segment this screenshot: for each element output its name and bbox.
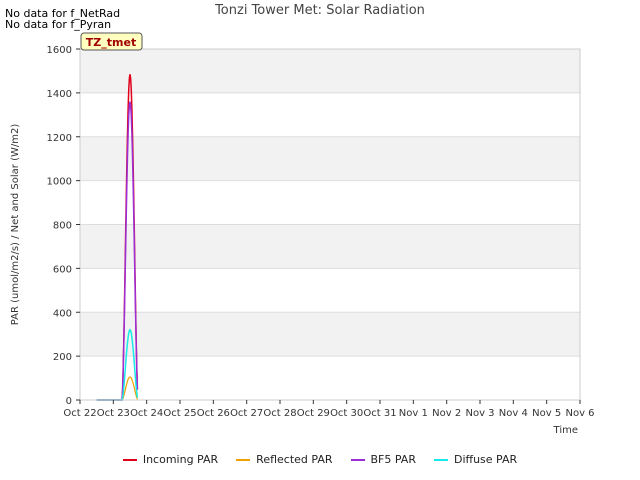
legend-swatch: [236, 458, 251, 461]
series-line-bf5-par: [96, 101, 139, 401]
legend-item-reflected-par: Reflected PAR: [236, 453, 333, 466]
x-tick-label: Oct 29: [297, 408, 330, 419]
plot-band: [80, 49, 580, 93]
plot-band: [80, 356, 580, 400]
y-axis-label: PAR (umol/m2/s) / Net and Solar (W/m2): [10, 124, 21, 326]
series-line-reflected-par: [96, 376, 138, 401]
legend-swatch: [433, 458, 448, 461]
chart-legend: Incoming PAR Reflected PAR BF5 PAR Diffuse …: [0, 453, 640, 466]
x-tick-label: Oct 26: [197, 408, 230, 419]
x-axis-ticks: Oct 22 Oct 23 Oct 24 Oct 25 Oct 26 Oct 27 Oct …: [63, 400, 595, 419]
y-tick-label: 1000: [47, 177, 72, 188]
y-tick-label: 600: [53, 264, 72, 275]
legend-label: Reflected PAR: [256, 453, 333, 466]
series-line-diffuse-par: [96, 328, 139, 401]
legend-label: BF5 PAR: [370, 453, 416, 466]
x-tick-label: Oct 24: [130, 408, 163, 419]
chart-title: Tonzi Tower Met: Solar Radiation: [215, 3, 425, 18]
plot-band: [80, 268, 580, 313]
x-tick-label: Oct 25: [163, 408, 196, 419]
legend-swatch: [350, 458, 365, 461]
y-tick-label: 800: [53, 221, 72, 232]
y-tick-label: 1400: [47, 89, 72, 100]
plot-band: [80, 180, 580, 225]
site-label-box: TZ_tmet: [80, 32, 143, 51]
legend-swatch: [122, 458, 137, 461]
x-tick-label: Oct 30: [330, 408, 363, 419]
plot-background-bands: [80, 49, 580, 400]
x-tick-label: Nov 5: [532, 408, 561, 419]
y-tick-label: 400: [53, 308, 72, 319]
plot-band: [80, 136, 580, 181]
y-tick-label: 1600: [47, 45, 72, 56]
x-tick-label: Nov 6: [565, 408, 594, 419]
legend-item-diffuse-par: Diffuse PAR: [433, 453, 518, 466]
legend-label: Diffuse PAR: [453, 453, 518, 466]
no-data-netrad-note: No data for f_NetRad: [5, 7, 121, 20]
x-tick-label: Oct 28: [263, 408, 296, 419]
y-axis-ticks: 0 200 400 600 800 1000 1200 1400 1600: [47, 45, 80, 407]
x-tick-label: Oct 31: [363, 408, 396, 419]
no-data-pyran-note: No data for f_Pyran: [5, 18, 112, 31]
legend-item-bf5-par: BF5 PAR: [350, 453, 416, 466]
series-layer: [96, 74, 139, 401]
x-axis-label: Time: [553, 425, 578, 436]
y-tick-label: 1200: [47, 133, 72, 144]
plot-band: [80, 312, 580, 357]
site-label: TZ_tmet: [86, 36, 136, 49]
x-tick-label: Oct 27: [230, 408, 263, 419]
legend-item-incoming-par: Incoming PAR: [122, 453, 219, 466]
plot-band: [80, 224, 580, 269]
y-tick-label: 200: [53, 352, 72, 363]
x-tick-label: Nov 3: [465, 408, 494, 419]
y-tick-label: 0: [66, 396, 72, 407]
x-tick-label: Oct 22: [63, 408, 96, 419]
plot-band: [80, 92, 580, 137]
x-tick-label: Oct 23: [97, 408, 130, 419]
legend-label: Incoming PAR: [142, 453, 219, 466]
x-tick-label: Nov 1: [399, 408, 428, 419]
x-tick-label: Nov 2: [432, 408, 461, 419]
x-tick-label: Nov 4: [499, 408, 528, 419]
